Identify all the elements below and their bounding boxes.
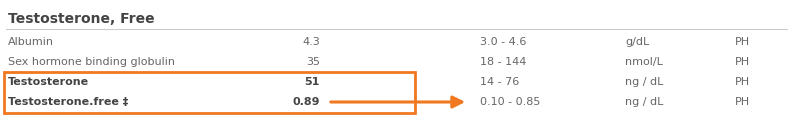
Text: 14 - 76: 14 - 76: [480, 77, 519, 87]
Text: 4.3: 4.3: [302, 37, 320, 47]
Text: PH: PH: [735, 57, 750, 67]
Text: nmol/L: nmol/L: [625, 57, 663, 67]
Text: Testosterone.free ‡: Testosterone.free ‡: [8, 97, 128, 107]
Bar: [4, 72, 415, 113]
Text: Testosterone, Free: Testosterone, Free: [8, 12, 155, 26]
Text: 3.0 - 4.6: 3.0 - 4.6: [480, 37, 527, 47]
Text: PH: PH: [735, 37, 750, 47]
Text: ng / dL: ng / dL: [625, 77, 664, 87]
Text: Testosterone: Testosterone: [8, 77, 89, 87]
Text: g/dL: g/dL: [625, 37, 649, 47]
Text: 0.10 - 0.85: 0.10 - 0.85: [480, 97, 540, 107]
Text: Albumin: Albumin: [8, 37, 54, 47]
Text: PH: PH: [735, 97, 750, 107]
Text: 35: 35: [306, 57, 320, 67]
Text: 0.89: 0.89: [293, 97, 320, 107]
Text: Sex hormone binding globulin: Sex hormone binding globulin: [8, 57, 175, 67]
Text: 51: 51: [305, 77, 320, 87]
Text: ng / dL: ng / dL: [625, 97, 664, 107]
Text: PH: PH: [735, 77, 750, 87]
Text: 18 - 144: 18 - 144: [480, 57, 527, 67]
